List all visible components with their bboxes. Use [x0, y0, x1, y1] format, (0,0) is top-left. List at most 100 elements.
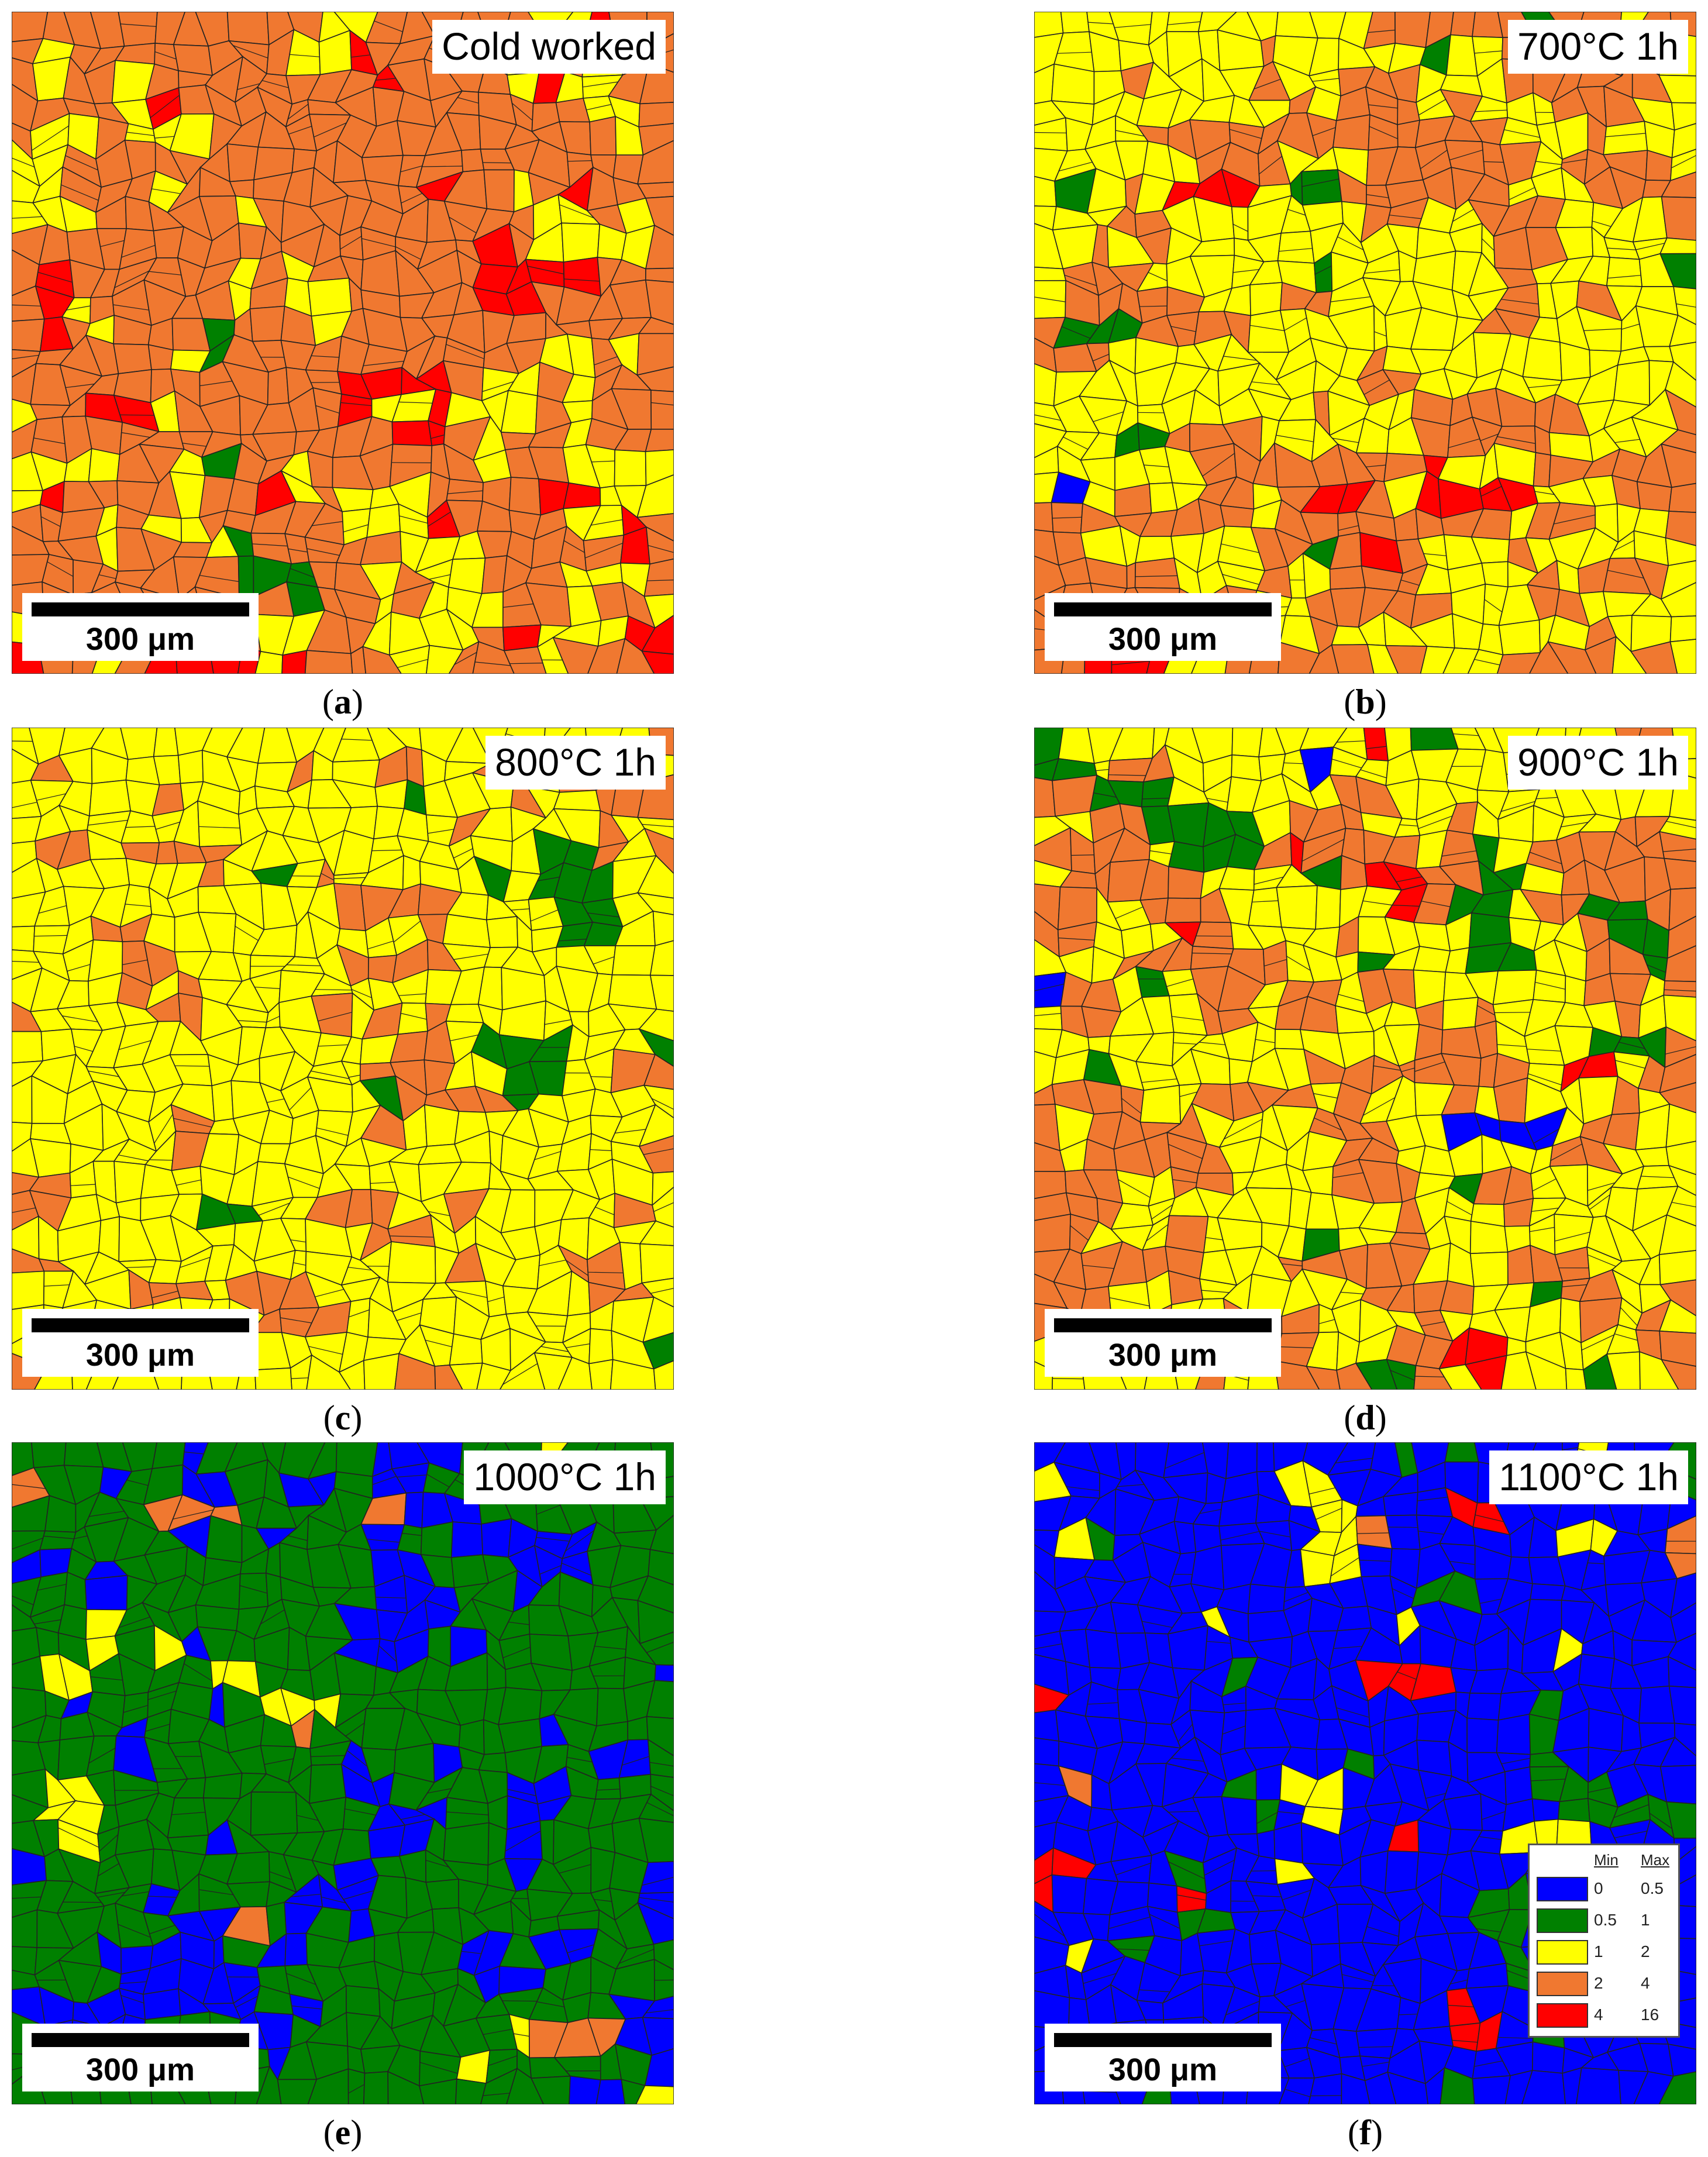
grain [1363, 728, 1389, 762]
grain [306, 1354, 352, 1390]
twin-boundary [1201, 1290, 1230, 1293]
grain [1661, 196, 1696, 241]
grain [1665, 537, 1696, 566]
grain [508, 477, 542, 516]
twin-boundary [1199, 1042, 1225, 1045]
grain [636, 333, 674, 376]
grain [1496, 1713, 1531, 1755]
twin-boundary [12, 802, 37, 808]
twin-boundary [1034, 297, 1066, 302]
grain-map-c [12, 728, 674, 1390]
grain [1168, 866, 1205, 899]
twin-boundary [1641, 1176, 1675, 1179]
grain [202, 1772, 243, 1799]
grain [642, 1996, 674, 2020]
grain [1364, 2071, 1397, 2104]
twin-boundary [540, 1346, 569, 1352]
twin-boundary [184, 1663, 213, 1682]
grain [88, 448, 120, 483]
panel-label: 800°C 1h [485, 736, 666, 790]
twin-boundary [1264, 959, 1287, 967]
twin-boundary [646, 1802, 674, 1817]
twin-boundary [1146, 1224, 1169, 1242]
grain [1584, 636, 1617, 674]
kam-map-1000c: 1000°C 1h 300 μm [12, 1442, 674, 2104]
twin-boundary [1192, 952, 1232, 955]
twin-boundary [1366, 194, 1389, 198]
twin-boundary [1504, 129, 1540, 138]
twin-boundary [1666, 821, 1696, 828]
twin-boundary [293, 1262, 306, 1266]
twin-boundary [1396, 876, 1423, 883]
twin-boundary [345, 1808, 376, 1816]
grain [1636, 481, 1672, 512]
twin-boundary [1332, 1172, 1363, 1179]
twin-boundary [565, 1530, 594, 1552]
grain [1481, 561, 1509, 588]
twin-boundary [1392, 904, 1420, 907]
legend-min-value: 4 [1594, 2006, 1603, 2024]
grain [642, 2017, 674, 2056]
grain [1660, 1359, 1696, 1390]
twin-boundary [450, 1289, 488, 1298]
grain [1666, 1186, 1696, 1227]
twin-boundary [311, 355, 339, 358]
twin-boundary [261, 80, 289, 88]
twin-boundary [530, 909, 559, 922]
grain [638, 102, 674, 128]
twin-boundary [286, 1973, 316, 1985]
grain [387, 1241, 436, 1284]
grain [426, 645, 464, 674]
grain [1528, 640, 1569, 674]
grain [1665, 361, 1696, 408]
twin-boundary [1607, 247, 1636, 250]
grain [345, 1985, 381, 2017]
twin-boundary [1223, 1703, 1246, 1705]
grain [267, 367, 290, 405]
twin-boundary [1058, 938, 1095, 941]
grain [151, 1442, 186, 1470]
grain [611, 945, 656, 976]
panel-f: 1100°C 1h 300 μm Min Max 0 0.5 0.5 1 1 2 [1034, 1442, 1696, 2150]
twin-boundary [536, 2001, 564, 2007]
twin-boundary [1366, 1926, 1399, 1937]
twin-boundary [333, 877, 366, 880]
scale-bar: 300 μm [22, 2024, 259, 2091]
twin-boundary [1285, 2089, 1311, 2097]
twin-boundary [1613, 1804, 1650, 1818]
twin-boundary [1475, 109, 1507, 112]
twin-boundary [1480, 486, 1502, 497]
twin-boundary [348, 1074, 360, 1078]
twin-boundary [1135, 575, 1177, 577]
legend-max-value: 16 [1641, 2006, 1659, 2024]
twin-boundary [1066, 1486, 1100, 1491]
grain [1134, 557, 1180, 589]
grain [636, 816, 674, 840]
grain [404, 1491, 424, 1529]
twin-boundary [402, 1532, 422, 1536]
grain [424, 1104, 460, 1147]
grain [1525, 1350, 1568, 1390]
twin-boundary [1528, 384, 1560, 388]
grain [1051, 63, 1095, 105]
twin-boundary [1149, 1914, 1180, 1929]
twin-boundary [594, 1898, 612, 1902]
twin-boundary [65, 155, 98, 171]
twin-boundary [1368, 29, 1396, 33]
twin-boundary [1532, 1178, 1557, 1192]
twin-boundary [1389, 215, 1422, 219]
legend-max-value: 2 [1641, 1942, 1650, 1960]
twin-boundary [345, 1722, 365, 1736]
twin-boundary [1607, 570, 1644, 578]
panel-label: 1100°C 1h [1489, 1450, 1688, 1504]
twin-boundary [1117, 1948, 1149, 1951]
twin-boundary [260, 1609, 285, 1625]
twin-boundary [290, 1239, 306, 1243]
grain [12, 1270, 45, 1310]
twin-boundary [47, 561, 74, 577]
twin-boundary [252, 543, 288, 547]
twin-boundary [341, 739, 373, 741]
grain [1670, 149, 1696, 181]
twin-boundary [1308, 1487, 1335, 1495]
grain [638, 1008, 674, 1042]
